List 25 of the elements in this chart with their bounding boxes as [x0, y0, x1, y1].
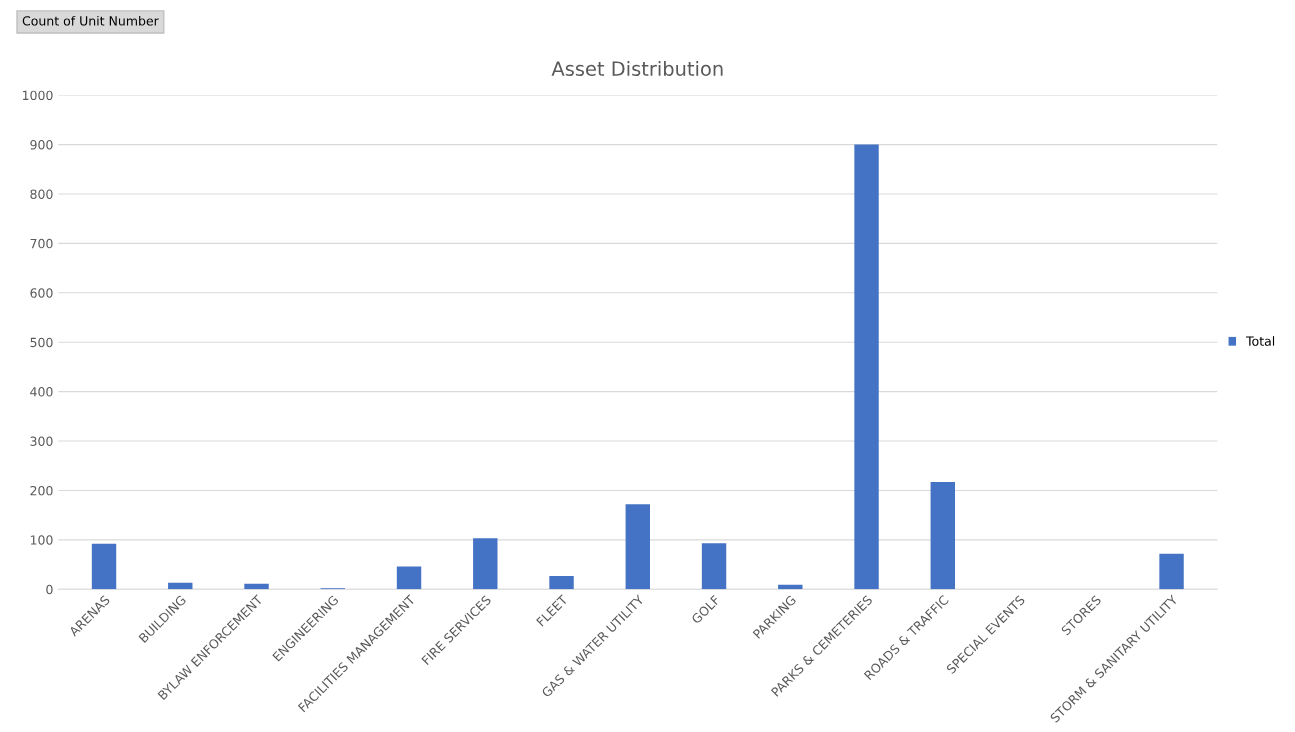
- bar: [1159, 553, 1184, 590]
- bar: [168, 582, 193, 590]
- y-tick-label: 400: [30, 387, 53, 397]
- bar: [244, 583, 269, 590]
- bar: [701, 543, 727, 590]
- bar: [625, 504, 650, 590]
- y-tick-label: 300: [30, 436, 53, 446]
- bar: [91, 543, 117, 590]
- y-tick-label: 500: [30, 337, 53, 348]
- bar: [473, 538, 498, 590]
- y-tick-label: 0: [46, 584, 53, 595]
- bar: [854, 144, 879, 590]
- text: Count of Unit Number: [22, 15, 159, 26]
- y-tick-label: 600: [30, 288, 53, 298]
- y-tick-label: 700: [30, 238, 53, 249]
- bar: [930, 482, 955, 590]
- bar: [549, 575, 574, 590]
- y-tick-label: 100: [30, 535, 53, 545]
- y-tick-label: 800: [30, 189, 53, 199]
- y-tick-label: 900: [30, 140, 53, 150]
- bar: [396, 566, 422, 590]
- chart-title: Asset Distribution: [551, 60, 723, 76]
- y-tick-label: 1000: [22, 90, 53, 101]
- legend-label: Total: [1246, 336, 1275, 346]
- y-tick-label: 200: [30, 485, 53, 496]
